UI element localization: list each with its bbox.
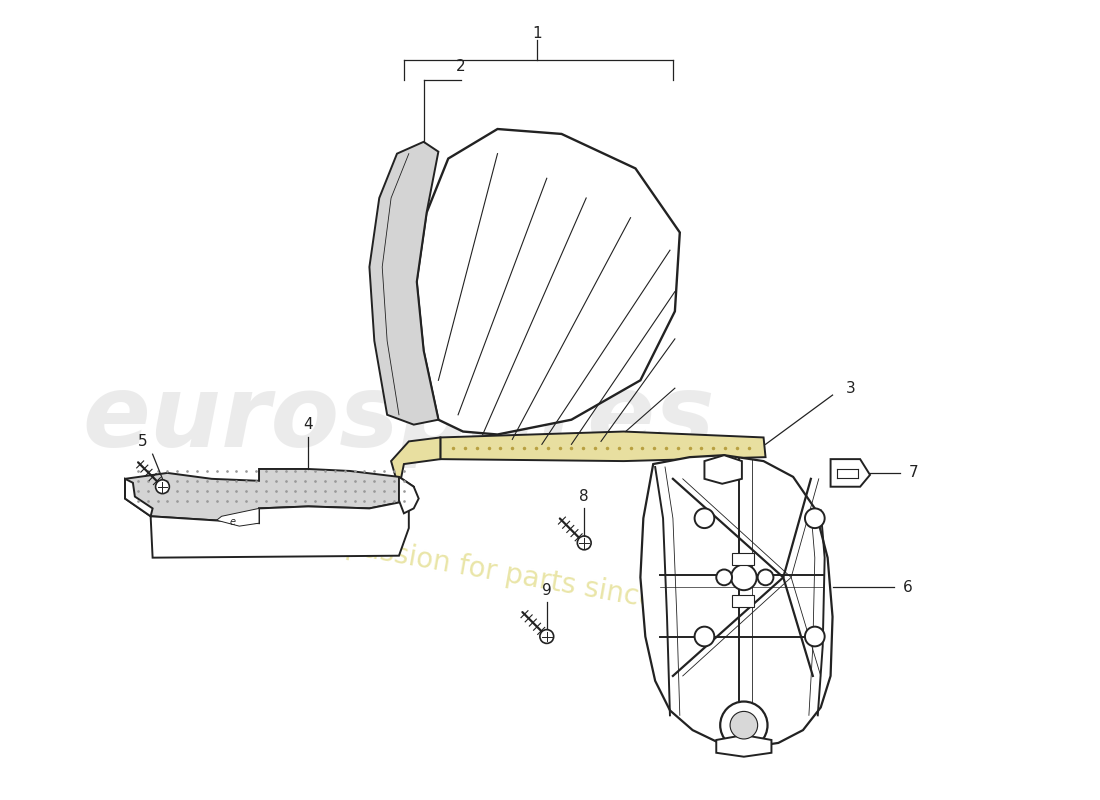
Circle shape [716,570,732,586]
Text: a passion for parts since 1985: a passion for parts since 1985 [318,527,736,627]
Text: 7: 7 [909,466,918,481]
Circle shape [730,711,758,739]
Polygon shape [830,459,870,486]
Circle shape [805,626,825,646]
Circle shape [758,570,773,586]
Circle shape [694,508,714,528]
FancyBboxPatch shape [732,553,754,565]
Circle shape [540,630,553,643]
Polygon shape [392,438,440,489]
Circle shape [720,702,768,749]
Polygon shape [704,455,741,484]
Circle shape [694,626,714,646]
Circle shape [155,480,169,494]
Polygon shape [151,501,409,558]
Text: eurospares: eurospares [82,371,715,468]
Text: 2: 2 [456,59,466,74]
FancyBboxPatch shape [732,595,754,607]
Text: 5: 5 [138,434,147,449]
Text: e: e [230,517,235,527]
Text: 6: 6 [903,580,912,594]
Polygon shape [125,469,414,523]
Polygon shape [640,455,833,747]
Circle shape [805,508,825,528]
Text: 1: 1 [532,26,541,41]
Polygon shape [417,129,680,434]
Text: 3: 3 [846,381,855,396]
Circle shape [578,536,591,550]
Text: 8: 8 [580,489,588,504]
Circle shape [732,565,757,590]
Text: 4: 4 [304,417,313,432]
Polygon shape [440,431,766,461]
Polygon shape [125,479,153,516]
Polygon shape [716,735,771,757]
Text: 9: 9 [542,582,552,598]
Polygon shape [370,142,439,425]
Polygon shape [399,477,419,514]
Polygon shape [217,508,258,526]
